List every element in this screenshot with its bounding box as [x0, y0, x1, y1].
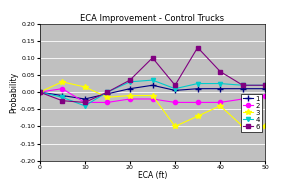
Line: 3: 3 [37, 79, 268, 129]
6 [106, 91, 109, 93]
6 [241, 84, 245, 86]
3 [151, 94, 154, 97]
3 [173, 125, 177, 128]
3 [60, 81, 64, 83]
2 [38, 91, 41, 93]
4 [83, 105, 87, 107]
3 [218, 105, 222, 107]
Legend: 1, 2, 3, 4, 6: 1, 2, 3, 4, 6 [241, 93, 262, 132]
6 [60, 100, 64, 102]
1 [218, 87, 222, 90]
Line: 4: 4 [38, 78, 267, 108]
Title: ECA Improvement - Control Trucks: ECA Improvement - Control Trucks [81, 14, 224, 23]
3 [83, 86, 87, 88]
2 [83, 101, 87, 103]
1 [151, 84, 154, 86]
Y-axis label: Probability: Probability [9, 72, 18, 113]
3 [38, 91, 41, 93]
Line: 2: 2 [38, 87, 267, 104]
1 [38, 91, 41, 93]
2 [264, 94, 267, 97]
6 [83, 101, 87, 103]
4 [128, 81, 132, 83]
6 [218, 70, 222, 73]
2 [173, 101, 177, 103]
1 [128, 87, 132, 90]
1 [196, 87, 199, 90]
2 [218, 101, 222, 103]
3 [128, 94, 132, 97]
1 [173, 89, 177, 92]
3 [241, 125, 245, 128]
X-axis label: ECA (ft): ECA (ft) [138, 171, 167, 180]
6 [196, 46, 199, 49]
4 [264, 84, 267, 86]
6 [128, 79, 132, 81]
4 [151, 79, 154, 81]
6 [38, 91, 41, 93]
2 [196, 101, 199, 103]
1 [241, 87, 245, 90]
Line: 1: 1 [37, 83, 268, 102]
3 [106, 96, 109, 98]
Line: 6: 6 [38, 45, 267, 104]
1 [60, 94, 64, 97]
1 [264, 87, 267, 90]
4 [241, 84, 245, 86]
6 [264, 84, 267, 86]
3 [196, 115, 199, 117]
4 [196, 82, 199, 85]
2 [60, 87, 64, 90]
1 [83, 98, 87, 100]
4 [60, 96, 64, 98]
4 [173, 87, 177, 90]
4 [38, 91, 41, 93]
4 [106, 91, 109, 93]
6 [151, 57, 154, 59]
2 [128, 98, 132, 100]
1 [106, 93, 109, 95]
2 [151, 98, 154, 100]
2 [106, 101, 109, 103]
6 [173, 84, 177, 86]
2 [241, 98, 245, 100]
4 [218, 82, 222, 85]
3 [264, 125, 267, 128]
